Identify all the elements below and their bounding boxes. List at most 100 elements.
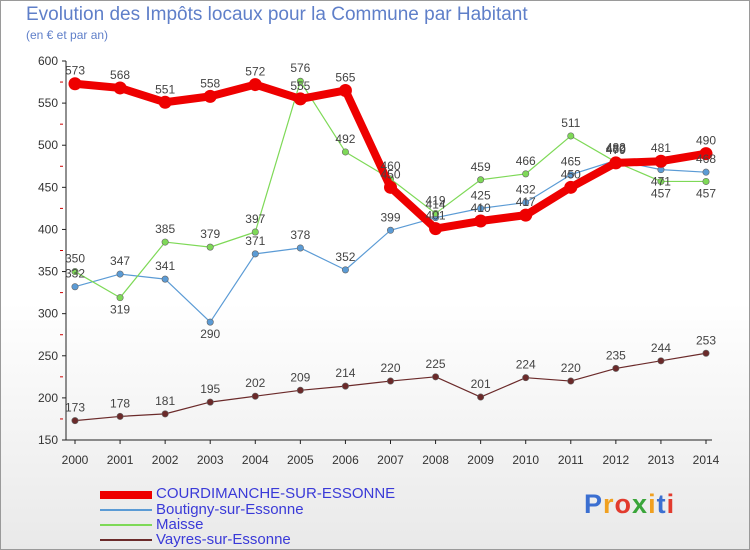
x-tick-label: 2009 bbox=[467, 453, 494, 467]
data-point bbox=[251, 250, 259, 258]
data-label: 220 bbox=[561, 361, 581, 375]
data-label: 225 bbox=[426, 357, 446, 371]
y-tick-label: 500 bbox=[38, 138, 58, 152]
logo-letter: i bbox=[666, 489, 676, 519]
data-label: 347 bbox=[110, 254, 130, 268]
data-label: 572 bbox=[245, 65, 265, 79]
chart-series bbox=[68, 77, 713, 425]
logo-letter: t bbox=[656, 489, 667, 519]
data-label: 350 bbox=[65, 252, 85, 266]
y-tick-label: 150 bbox=[38, 433, 58, 447]
data-label: 417 bbox=[516, 195, 536, 209]
legend-swatch-courdimanche bbox=[100, 491, 152, 499]
data-label: 457 bbox=[651, 186, 671, 200]
data-point bbox=[248, 78, 262, 92]
logo-letter: i bbox=[648, 489, 657, 519]
data-label: 565 bbox=[335, 70, 355, 84]
data-label: 224 bbox=[516, 358, 536, 372]
data-point bbox=[161, 410, 169, 418]
data-label: 576 bbox=[290, 61, 310, 75]
data-point bbox=[341, 382, 349, 390]
data-label: 385 bbox=[155, 222, 175, 236]
data-label: 202 bbox=[245, 376, 265, 390]
x-tick-label: 2014 bbox=[693, 453, 720, 467]
data-label: 432 bbox=[516, 182, 536, 196]
data-label: 352 bbox=[335, 250, 355, 264]
data-point bbox=[612, 364, 620, 372]
x-tick-label: 2000 bbox=[62, 453, 89, 467]
data-label: 244 bbox=[651, 341, 671, 355]
data-point bbox=[384, 180, 397, 194]
data-point bbox=[296, 386, 304, 394]
data-label: 511 bbox=[561, 116, 580, 130]
data-point bbox=[341, 266, 349, 274]
data-point bbox=[477, 204, 485, 212]
data-point bbox=[477, 393, 485, 401]
y-tick-label: 200 bbox=[38, 391, 58, 405]
data-label: 450 bbox=[561, 167, 581, 181]
x-tick-label: 2008 bbox=[422, 453, 449, 467]
data-label: 466 bbox=[516, 154, 536, 168]
chart-subtitle: (en € et par an) bbox=[26, 28, 109, 42]
data-label: 468 bbox=[696, 152, 716, 166]
y-tick-label: 450 bbox=[38, 180, 58, 194]
data-label: 558 bbox=[200, 76, 220, 90]
data-label: 178 bbox=[110, 396, 130, 410]
legend-label-courdimanche: COURDIMANCHE-SUR-ESSONNE bbox=[156, 485, 396, 502]
data-point bbox=[522, 374, 530, 382]
data-point bbox=[161, 275, 169, 283]
data-point bbox=[429, 222, 443, 236]
y-tick-label: 400 bbox=[38, 222, 58, 236]
data-label: 397 bbox=[245, 212, 265, 226]
data-label: 457 bbox=[696, 186, 716, 200]
data-label: 568 bbox=[110, 68, 130, 82]
proxiti-logo: Proxiti bbox=[584, 489, 675, 520]
data-label: 290 bbox=[200, 327, 220, 341]
legend-label-boutigny: Boutigny-sur-Essonne bbox=[156, 501, 304, 518]
chart-axes: 150 200 250 300 350 400 450 500 550 600 2000 2001 20… bbox=[38, 54, 720, 467]
data-label: 410 bbox=[471, 201, 491, 215]
x-tick-label: 2010 bbox=[512, 453, 539, 467]
data-point bbox=[386, 377, 394, 385]
data-label: 253 bbox=[696, 333, 716, 347]
x-tick-label: 2012 bbox=[603, 453, 630, 467]
y-tick-label: 300 bbox=[38, 307, 58, 321]
data-point bbox=[567, 171, 575, 179]
data-point bbox=[251, 392, 259, 400]
legend-swatch-boutigny bbox=[100, 509, 152, 511]
data-label: 319 bbox=[110, 303, 130, 317]
data-point bbox=[522, 170, 530, 178]
x-tick-label: 2013 bbox=[648, 453, 675, 467]
data-point bbox=[519, 208, 533, 222]
data-label: 220 bbox=[380, 361, 400, 375]
y-tick-label: 600 bbox=[38, 54, 58, 68]
data-point bbox=[158, 95, 172, 109]
data-label: 425 bbox=[471, 188, 491, 202]
data-label: 450 bbox=[380, 167, 400, 181]
data-label: 479 bbox=[606, 143, 626, 157]
data-label: 332 bbox=[65, 267, 85, 281]
x-tick-label: 2007 bbox=[377, 453, 404, 467]
data-label: 492 bbox=[335, 132, 355, 146]
data-label: 573 bbox=[65, 64, 85, 78]
data-point bbox=[68, 77, 82, 91]
x-tick-label: 2001 bbox=[107, 453, 134, 467]
data-label: 181 bbox=[155, 394, 175, 408]
data-point bbox=[609, 156, 623, 170]
data-label: 378 bbox=[290, 228, 310, 242]
data-point bbox=[338, 83, 352, 97]
legend-label-maisse: Maisse bbox=[156, 516, 204, 533]
chart-data-labels: 173 178 181 195 202 209 214 220 225 201 224 220 235 2… bbox=[65, 61, 716, 414]
data-point bbox=[113, 81, 127, 95]
logo-letter: o bbox=[614, 489, 633, 519]
data-point bbox=[699, 147, 713, 161]
y-tick-label: 250 bbox=[38, 349, 58, 363]
x-tick-label: 2005 bbox=[287, 453, 314, 467]
data-point bbox=[657, 177, 665, 185]
data-point bbox=[293, 92, 307, 106]
logo-letter: r bbox=[603, 489, 615, 519]
data-point bbox=[203, 89, 217, 103]
data-point bbox=[702, 168, 710, 176]
legend-label-vayres: Vayres-sur-Essonne bbox=[156, 531, 291, 548]
